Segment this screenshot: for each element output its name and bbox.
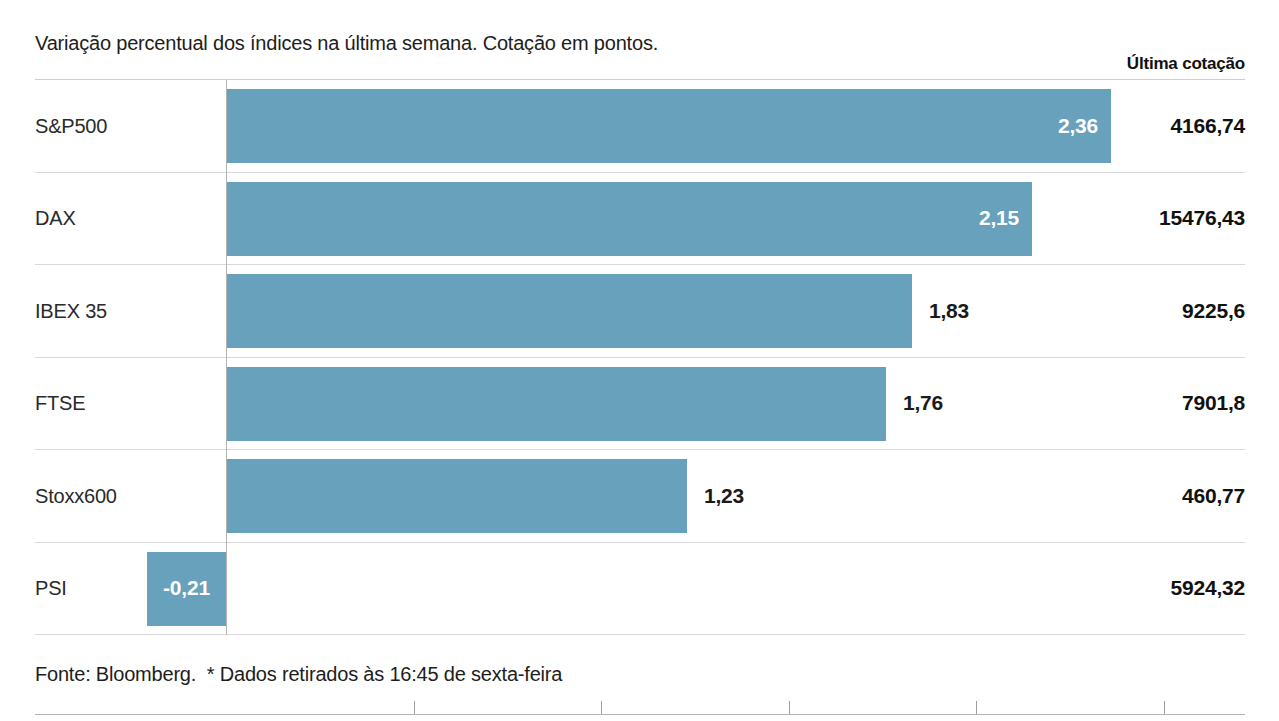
last-quote-value: 7901,8 bbox=[1182, 391, 1245, 415]
x-axis-tick-mark bbox=[789, 701, 790, 714]
last-quote-value: 15476,43 bbox=[1159, 206, 1245, 230]
bar-value-label: -0,21 bbox=[163, 576, 210, 600]
chart-row: PSI -0,21 5924,32 bbox=[35, 543, 1245, 636]
zero-baseline bbox=[226, 80, 227, 635]
chart-panel: Variação percentual dos índices na últim… bbox=[0, 0, 1279, 721]
x-axis-tick-mark bbox=[414, 701, 415, 714]
bar bbox=[226, 367, 886, 441]
index-label: S&P500 bbox=[35, 114, 107, 137]
bar bbox=[226, 182, 1032, 256]
x-axis-tick-mark bbox=[976, 701, 977, 714]
chart-row: S&P500 2,36 4166,74 bbox=[35, 80, 1245, 173]
quote-column-header: Última cotação bbox=[1127, 54, 1245, 74]
chart-row: FTSE 1,76 7901,8 bbox=[35, 358, 1245, 451]
bar-value-label: 1,83 bbox=[929, 299, 969, 323]
index-label: IBEX 35 bbox=[35, 299, 107, 322]
x-axis-tick-mark bbox=[601, 701, 602, 714]
last-quote-value: 5924,32 bbox=[1170, 576, 1245, 600]
bar-value-label: 2,36 bbox=[1058, 114, 1098, 138]
chart-row: DAX 2,15 15476,43 bbox=[35, 173, 1245, 266]
chart-row: Stoxx600 1,23 460,77 bbox=[35, 450, 1245, 543]
bar-value-label: 1,76 bbox=[903, 391, 943, 415]
source-note: Fonte: Bloomberg. * Dados retirados às 1… bbox=[35, 663, 562, 686]
plot-area: S&P500 2,36 4166,74 DAX 2,15 15476,43 IB… bbox=[35, 79, 1245, 635]
bar-value-label: 2,15 bbox=[979, 206, 1019, 230]
index-label: Stoxx600 bbox=[35, 484, 117, 507]
chart-row: IBEX 35 1,83 9225,6 bbox=[35, 265, 1245, 358]
index-label: FTSE bbox=[35, 392, 85, 415]
index-label: DAX bbox=[35, 207, 76, 230]
bar bbox=[226, 274, 912, 348]
x-axis-tick-mark bbox=[1164, 701, 1165, 714]
bar bbox=[226, 89, 1111, 163]
last-quote-value: 4166,74 bbox=[1170, 114, 1245, 138]
index-label: PSI bbox=[35, 577, 67, 600]
bar-value-label: 1,23 bbox=[704, 484, 744, 508]
x-axis-line bbox=[35, 714, 1245, 715]
bar bbox=[226, 459, 687, 533]
chart-title: Variação percentual dos índices na últim… bbox=[35, 32, 658, 55]
last-quote-value: 460,77 bbox=[1182, 484, 1245, 508]
last-quote-value: 9225,6 bbox=[1182, 299, 1245, 323]
